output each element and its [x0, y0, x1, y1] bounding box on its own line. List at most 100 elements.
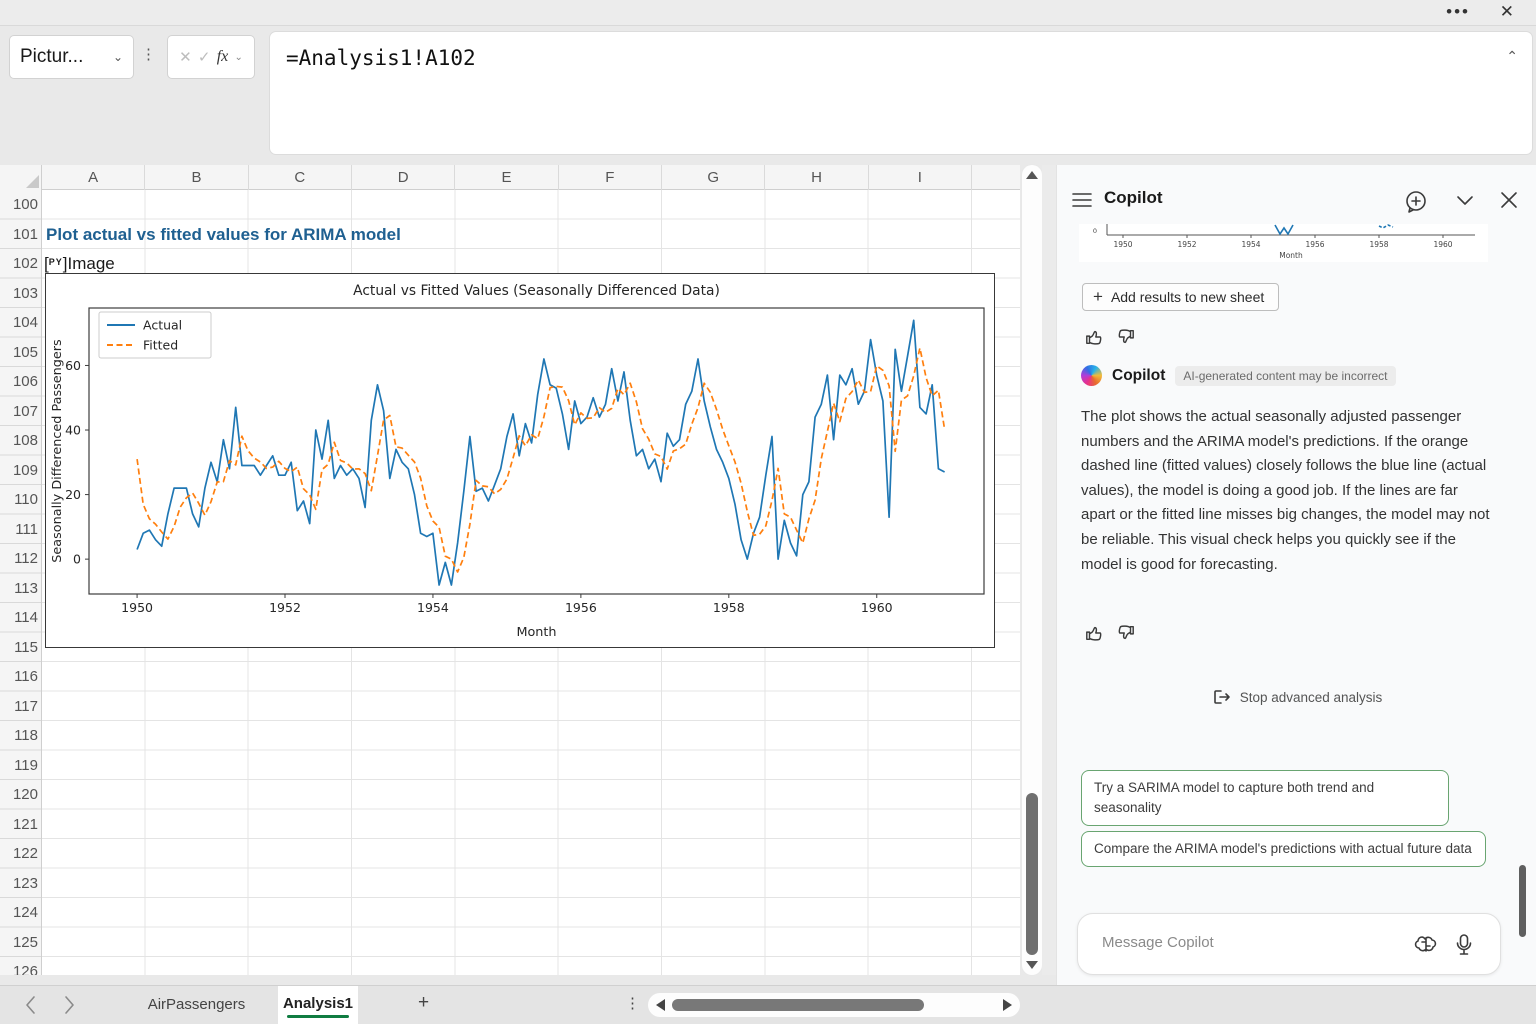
horizontal-scrollbar-thumb[interactable]: [672, 999, 924, 1011]
copilot-close-icon[interactable]: [1499, 190, 1519, 210]
select-all-corner[interactable]: [0, 165, 42, 190]
copilot-message-header: Copilot AI-generated content may be inco…: [1081, 365, 1396, 386]
svg-text:Month: Month: [516, 625, 556, 640]
svg-text:1954: 1954: [417, 600, 449, 615]
brain-copilot-icon[interactable]: [1414, 933, 1438, 957]
column-header-E[interactable]: E: [455, 165, 559, 190]
new-chat-icon[interactable]: [1403, 189, 1429, 215]
sheet-options-dots-icon[interactable]: ⋮: [625, 995, 640, 1012]
row-header-109[interactable]: 109: [12, 461, 38, 479]
panel-gap: [1042, 165, 1056, 975]
formula-bar-input[interactable]: =Analysis1!A102 ⌃: [270, 32, 1532, 154]
scroll-down-icon[interactable]: [1026, 961, 1038, 969]
hamburger-menu-icon[interactable]: [1071, 191, 1093, 209]
formula-region: Pictur... ⌄ ⋮ ✕ ✓ fx ⌄ =Analysis1!A102 ⌃: [0, 27, 1536, 165]
horizontal-scrollbar[interactable]: [648, 993, 1020, 1017]
row-header-102[interactable]: 102: [12, 255, 38, 272]
thumbs-down-icon[interactable]: [1117, 328, 1135, 346]
add-results-button[interactable]: + Add results to new sheet: [1082, 283, 1280, 311]
row-header-116[interactable]: 116: [14, 668, 38, 685]
row-header-122[interactable]: 122: [12, 845, 38, 862]
cell-a101-heading[interactable]: Plot actual vs fitted values for ARIMA m…: [46, 224, 401, 244]
copilot-scrollbar-thumb[interactable]: [1519, 865, 1526, 937]
vertical-scrollbar[interactable]: [1022, 165, 1042, 975]
prev-sheet-icon[interactable]: [22, 994, 40, 1016]
row-header-110[interactable]: 110: [14, 491, 38, 508]
embedded-chart-image[interactable]: 1950 1952 1954 1956 1958 1960 0 20 40 60 Actual vs…: [45, 273, 995, 648]
row-header-111[interactable]: 111: [15, 520, 38, 538]
drag-dots-icon: ⋮: [141, 46, 156, 63]
row-headers: 100 101 102 103 104 105 106 107 108 109 110 111 112 1…: [0, 190, 42, 975]
row-header-101[interactable]: 101: [12, 225, 38, 243]
column-header-B[interactable]: B: [145, 165, 249, 190]
sheet-body[interactable]: 100 101 102 103 104 105 106 107 108 109 110 111 112 1…: [0, 190, 1020, 975]
confirm-entry-icon[interactable]: ✓: [197, 49, 211, 66]
scroll-left-icon[interactable]: [656, 999, 665, 1011]
column-header-H[interactable]: H: [765, 165, 869, 190]
chevron-down-icon[interactable]: [1455, 193, 1475, 207]
row-header-126[interactable]: 126: [12, 963, 38, 975]
suggestion-pill-sarima[interactable]: Try a SARIMA model to capture both trend…: [1081, 770, 1449, 826]
chevron-down-icon[interactable]: ⌄: [112, 50, 123, 64]
row-header-108[interactable]: 108: [12, 432, 38, 449]
add-sheet-icon[interactable]: +: [418, 992, 430, 1013]
copilot-panel: Copilot 0 1950 1952 1954 1956 1958 1960 Month +…: [1056, 165, 1536, 985]
row-header-125[interactable]: 125: [12, 933, 38, 951]
cell-a102-python-image[interactable]: [PY]Image: [44, 249, 115, 279]
window-close-icon[interactable]: ✕: [1499, 2, 1514, 21]
row-header-114[interactable]: 114: [14, 609, 38, 626]
suggestion-pill-compare[interactable]: Compare the ARIMA model's predictions wi…: [1081, 831, 1486, 867]
thumbs-up-icon[interactable]: [1085, 328, 1103, 346]
row-header-113[interactable]: 113: [14, 579, 38, 597]
svg-text:60: 60: [65, 358, 81, 373]
chart-thumbnail[interactable]: 0 1950 1952 1954 1956 1958 1960 Month: [1079, 224, 1488, 262]
copilot-message-input[interactable]: Message Copilot: [1077, 913, 1501, 975]
name-box[interactable]: Pictur... ⌄: [10, 36, 133, 78]
column-header-F[interactable]: F: [559, 165, 663, 190]
row-header-119[interactable]: 119: [14, 756, 38, 774]
svg-text:1958: 1958: [713, 600, 745, 615]
thumbs-up-icon[interactable]: [1085, 624, 1103, 642]
row-header-103[interactable]: 103: [12, 284, 38, 302]
svg-text:1952: 1952: [1177, 240, 1196, 249]
column-header-C[interactable]: C: [249, 165, 352, 190]
collapse-formula-bar-icon[interactable]: ⌃: [1506, 48, 1518, 64]
scroll-up-icon[interactable]: [1026, 171, 1038, 179]
svg-text:Actual vs Fitted Values (Seaso: Actual vs Fitted Values (Seasonally Diff…: [353, 283, 720, 299]
python-badge-icon: [PY]: [44, 254, 68, 273]
microphone-icon[interactable]: [1454, 933, 1474, 957]
thumbs-down-icon[interactable]: [1117, 624, 1135, 642]
more-options-icon[interactable]: •••: [1446, 2, 1470, 21]
feedback-row: [1085, 328, 1135, 346]
row-header-120[interactable]: 120: [12, 786, 38, 803]
row-header-124[interactable]: 124: [12, 904, 38, 921]
next-sheet-icon[interactable]: [60, 994, 78, 1016]
column-header-A[interactable]: A: [42, 165, 146, 190]
row-header-115[interactable]: 115: [14, 638, 38, 656]
row-header-106[interactable]: 106: [12, 373, 38, 390]
row-header-121[interactable]: 121: [12, 815, 38, 833]
row-header-107[interactable]: 107: [12, 402, 38, 420]
row-header-105[interactable]: 105: [12, 343, 38, 361]
column-header-I[interactable]: I: [869, 165, 973, 190]
row-header-123[interactable]: 123: [12, 874, 38, 892]
row-header-118[interactable]: 118: [14, 727, 38, 744]
row-header-100[interactable]: 100: [12, 196, 38, 213]
row-header-112[interactable]: 112: [14, 550, 38, 567]
chevron-down-icon[interactable]: ⌄: [234, 51, 243, 63]
scroll-right-icon[interactable]: [1003, 999, 1012, 1011]
sheet-tab-airpassengers[interactable]: AirPassengers: [147, 996, 246, 1013]
sheet-tab-analysis1[interactable]: Analysis1: [278, 986, 358, 1024]
insert-function-icon[interactable]: fx: [216, 48, 229, 65]
vertical-scrollbar-thumb[interactable]: [1026, 793, 1038, 955]
stop-advanced-analysis-button[interactable]: Stop advanced analysis: [1057, 688, 1536, 706]
cancel-entry-icon[interactable]: ✕: [179, 49, 192, 66]
column-header-G[interactable]: G: [662, 165, 766, 190]
row-header-117[interactable]: 117: [14, 697, 38, 715]
svg-text:Fitted: Fitted: [143, 338, 178, 353]
copilot-title: Copilot: [1104, 188, 1163, 207]
column-header-D[interactable]: D: [352, 165, 456, 190]
stop-exit-icon: [1213, 690, 1230, 704]
row-header-104[interactable]: 104: [12, 314, 38, 331]
